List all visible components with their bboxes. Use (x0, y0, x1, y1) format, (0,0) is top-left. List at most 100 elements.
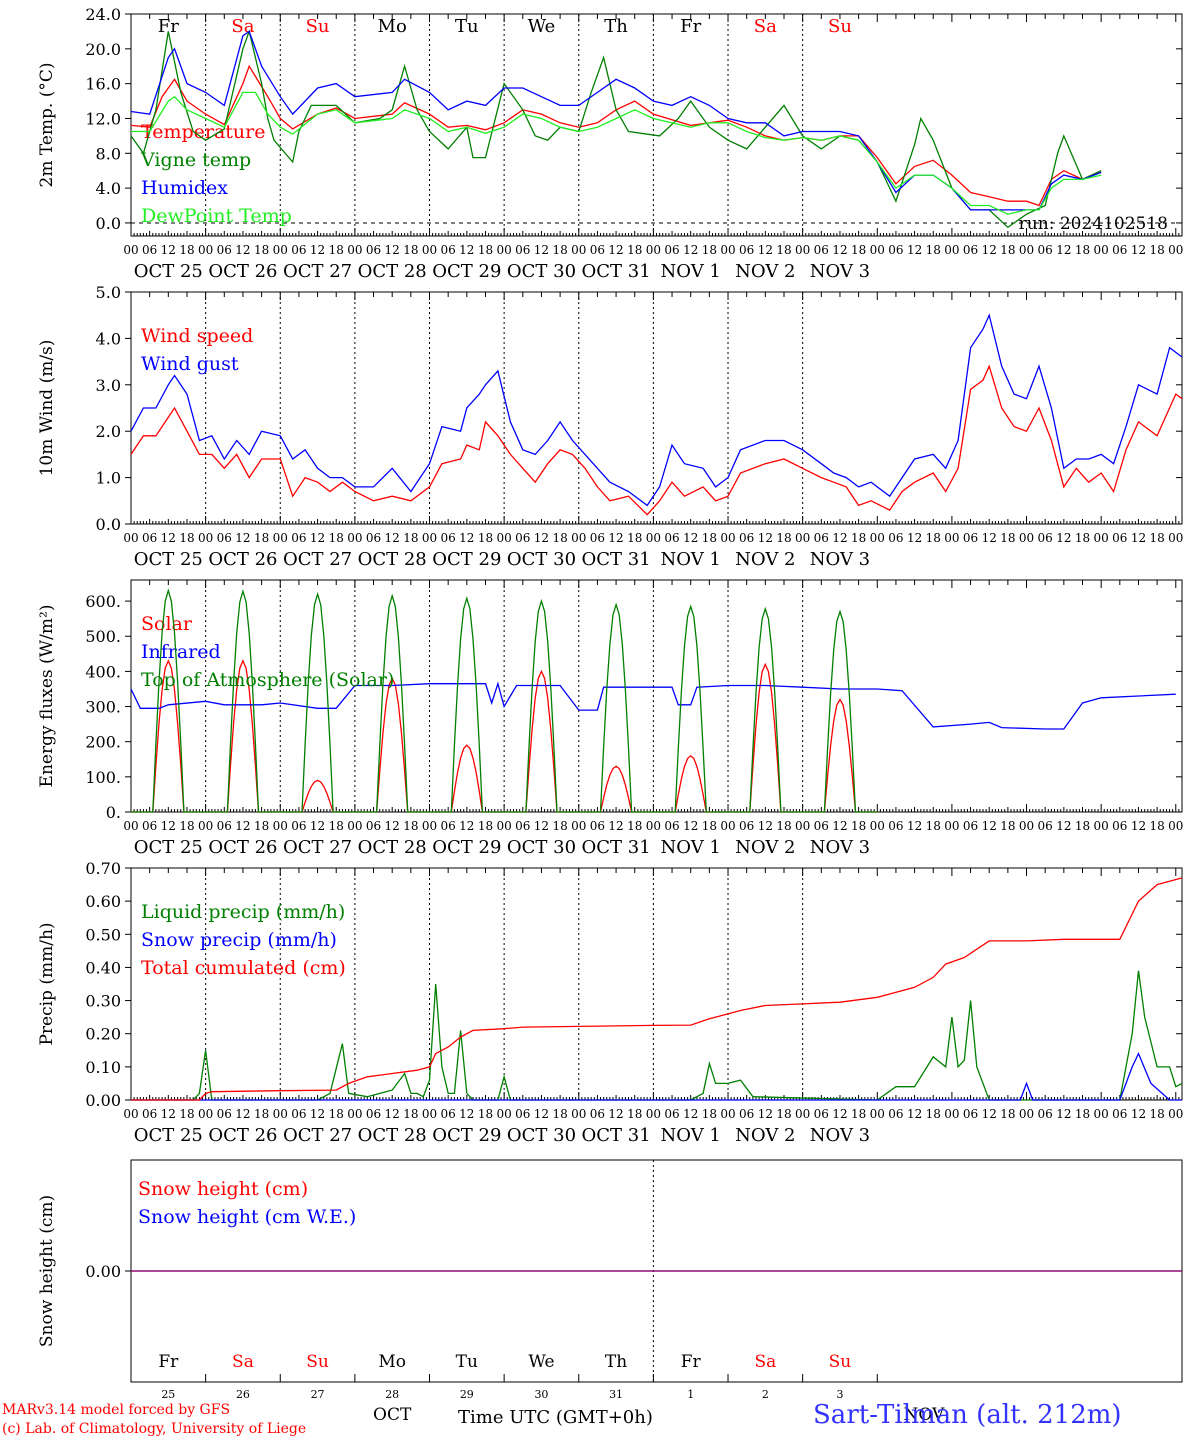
date-label: OCT 30 (507, 837, 576, 858)
hour-label: 06 (590, 531, 605, 545)
hour-label: 00 (720, 1107, 735, 1121)
hour-label: 18 (851, 243, 866, 257)
hour-label: 06 (142, 819, 157, 833)
date-label: OCT 30 (507, 261, 576, 282)
hour-label: 00 (720, 243, 735, 257)
legend-entry: Snow height (cm) (138, 1178, 308, 1200)
y-tick-label: 0.60 (85, 892, 121, 911)
legend-entry: Total cumulated (cm) (141, 957, 346, 979)
hour-label: 00 (347, 819, 362, 833)
hour-label: 00 (795, 1107, 810, 1121)
hour-label: 00 (1094, 819, 1109, 833)
hour-label: 12 (1131, 1107, 1146, 1121)
hour-label: 12 (161, 819, 176, 833)
hour-label: 12 (982, 1107, 997, 1121)
hour-label: 06 (366, 243, 381, 257)
hour-label: 00 (1019, 819, 1034, 833)
series-line-blue (130, 30, 1102, 211)
weekday-label: Su (828, 16, 852, 37)
hour-label: 12 (459, 243, 474, 257)
hour-label: 06 (739, 243, 754, 257)
hour-label: 12 (235, 819, 250, 833)
day-number-label: 30 (534, 1388, 548, 1401)
hour-label: 00 (422, 1107, 437, 1121)
y-tick-label: 400. (85, 662, 121, 681)
hour-label: 06 (814, 819, 829, 833)
date-label: NOV 2 (735, 261, 795, 282)
hour-label: 06 (1112, 243, 1127, 257)
hour-label: 12 (758, 531, 773, 545)
day-number-label: 28 (385, 1388, 399, 1401)
hour-label: 12 (310, 1107, 325, 1121)
hour-label: 00 (870, 243, 885, 257)
hour-label: 18 (552, 1107, 567, 1121)
hour-label: 18 (329, 531, 344, 545)
hour-label: 00 (795, 243, 810, 257)
y-tick-label: 0.50 (85, 925, 121, 944)
hour-label: 12 (608, 243, 623, 257)
date-label: OCT 27 (283, 837, 352, 858)
hour-label: 12 (459, 531, 474, 545)
hour-label: 12 (608, 1107, 623, 1121)
weekday-label: Th (605, 1352, 627, 1372)
date-label: NOV 2 (735, 549, 795, 570)
weekday-label: Su (306, 1352, 329, 1372)
hour-label: 00 (1019, 1107, 1034, 1121)
date-label: OCT 28 (358, 1125, 427, 1146)
weekday-label: Su (829, 1352, 852, 1372)
hour-label: 06 (739, 1107, 754, 1121)
hour-label: 12 (1131, 531, 1146, 545)
y-axis-label: Snow height (cm) (37, 1195, 57, 1347)
weekday-label: We (528, 1352, 554, 1372)
hour-label: 12 (758, 1107, 773, 1121)
hour-label: 18 (1075, 531, 1090, 545)
y-tick-label: 0.20 (85, 1025, 121, 1044)
hour-label: 00 (1168, 243, 1183, 257)
hour-label: 18 (851, 819, 866, 833)
hour-label: 00 (571, 1107, 586, 1121)
hour-label: 12 (907, 243, 922, 257)
hour-label: 12 (310, 531, 325, 545)
y-tick-label: 0.40 (85, 958, 121, 977)
legend-entry: Infrared (141, 641, 221, 663)
date-label: OCT 25 (134, 549, 203, 570)
hour-label: 06 (963, 531, 978, 545)
date-label: OCT 27 (283, 549, 352, 570)
date-label: OCT 31 (581, 549, 650, 570)
hour-label: 12 (161, 1107, 176, 1121)
y-tick-label: 2.0 (96, 422, 121, 441)
hour-label: 00 (198, 1107, 213, 1121)
hour-label: 00 (123, 531, 138, 545)
legend-entry: Temperature (141, 121, 265, 143)
hour-label: 18 (1000, 1107, 1015, 1121)
hour-label: 12 (832, 531, 847, 545)
hour-label: 06 (291, 531, 306, 545)
date-label: OCT 31 (581, 837, 650, 858)
y-tick-label: 8.0 (96, 144, 121, 163)
hour-label: 18 (254, 243, 269, 257)
hour-label: 06 (1038, 243, 1053, 257)
series-line-blue (130, 681, 1176, 730)
hour-label: 06 (739, 531, 754, 545)
hour-label: 18 (329, 819, 344, 833)
month-label: NOV (904, 1405, 946, 1425)
series-line-green (131, 588, 878, 813)
series-line-red (130, 64, 1102, 207)
hour-label: 18 (1075, 243, 1090, 257)
hour-label: 00 (496, 1107, 511, 1121)
legend-entry: Vigne temp (140, 149, 251, 171)
hour-label: 06 (888, 243, 903, 257)
hour-label: 06 (217, 1107, 232, 1121)
hour-label: 12 (385, 243, 400, 257)
hour-label: 00 (1019, 243, 1034, 257)
date-label: OCT 29 (432, 549, 501, 570)
hour-label: 00 (273, 1107, 288, 1121)
date-label: OCT 29 (432, 837, 501, 858)
hour-label: 18 (776, 1107, 791, 1121)
hour-label: 00 (795, 531, 810, 545)
hour-label: 12 (1131, 243, 1146, 257)
hour-label: 06 (291, 243, 306, 257)
hour-label: 06 (590, 819, 605, 833)
weekday-label: Mo (378, 16, 407, 37)
hour-label: 00 (273, 243, 288, 257)
